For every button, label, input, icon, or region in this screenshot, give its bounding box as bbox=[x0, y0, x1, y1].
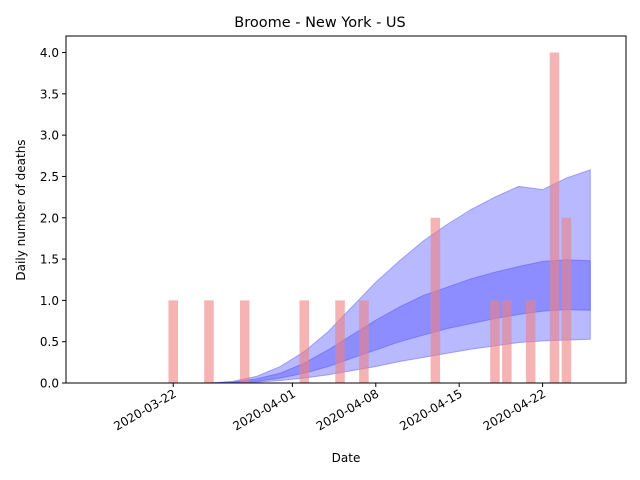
bar-2020-04-19 bbox=[502, 300, 512, 383]
y-tick-label: 3.5 bbox=[40, 87, 59, 101]
bar-2020-03-22 bbox=[168, 300, 178, 383]
chart-title: Broome - New York - US bbox=[234, 15, 406, 31]
bar-2020-04-21 bbox=[525, 300, 536, 383]
plot-frame bbox=[65, 35, 627, 384]
x-axis-label: Date bbox=[332, 451, 361, 465]
y-tick-label: 1.0 bbox=[40, 294, 59, 308]
bar-2020-03-28 bbox=[239, 300, 250, 383]
y-tick-label: 2.0 bbox=[40, 211, 59, 225]
bar-2020-04-02 bbox=[299, 300, 310, 383]
bar-2020-04-07 bbox=[359, 300, 369, 383]
y-tick-label: 4.0 bbox=[40, 46, 59, 60]
y-tick-label: 0.0 bbox=[40, 377, 59, 391]
y-tick-label: 1.5 bbox=[40, 253, 59, 267]
y-tick-label: 2.5 bbox=[40, 170, 59, 184]
bar-2020-04-24 bbox=[561, 217, 572, 383]
bar-2020-04-13 bbox=[430, 217, 441, 383]
bar-2020-04-05 bbox=[335, 300, 345, 383]
y-tick-label: 3.0 bbox=[40, 129, 59, 143]
bar-2020-04-18 bbox=[490, 300, 500, 383]
bar-2020-03-25 bbox=[204, 300, 214, 383]
y-axis: 0.0 0.5 1.0 1.5 2.0 2.5 3.0 3.5 4.0 bbox=[40, 46, 66, 391]
y-tick-label: 0.5 bbox=[40, 335, 59, 349]
plot-area bbox=[168, 52, 591, 384]
y-axis-label: Daily number of deaths bbox=[14, 139, 28, 280]
bar-2020-04-23 bbox=[549, 52, 560, 384]
